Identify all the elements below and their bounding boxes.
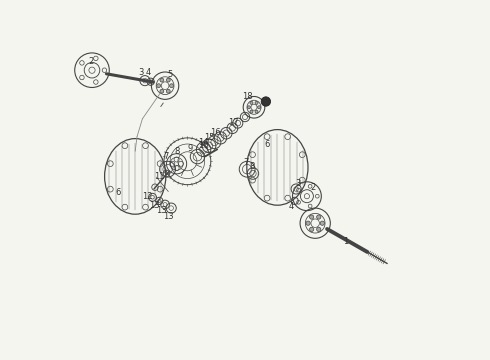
Circle shape (317, 215, 321, 219)
Text: 6: 6 (264, 140, 270, 149)
Text: 8: 8 (249, 162, 255, 171)
Circle shape (261, 97, 270, 106)
Text: 8: 8 (174, 147, 179, 156)
Text: 12: 12 (142, 192, 152, 201)
Circle shape (317, 227, 321, 231)
Circle shape (310, 215, 314, 219)
Circle shape (250, 102, 253, 104)
Text: 5: 5 (168, 71, 173, 80)
Text: 4: 4 (146, 68, 151, 77)
Text: 1: 1 (343, 237, 348, 246)
Text: 3: 3 (295, 179, 301, 188)
Circle shape (310, 227, 314, 231)
Text: 13: 13 (163, 212, 174, 220)
Text: 3: 3 (139, 68, 144, 77)
Circle shape (306, 221, 310, 225)
Circle shape (170, 84, 173, 87)
Circle shape (250, 110, 253, 113)
Text: 9: 9 (188, 144, 193, 153)
Circle shape (247, 106, 250, 109)
Text: 13: 13 (149, 201, 160, 210)
Text: 6: 6 (116, 188, 121, 197)
Text: 2: 2 (310, 183, 315, 192)
Circle shape (320, 221, 324, 225)
Circle shape (167, 78, 170, 82)
Circle shape (167, 89, 170, 93)
Circle shape (258, 106, 261, 109)
Text: 11: 11 (154, 172, 165, 181)
Text: 7: 7 (243, 158, 248, 166)
Circle shape (255, 110, 258, 113)
Text: 10: 10 (198, 141, 209, 150)
Text: 4: 4 (289, 202, 294, 211)
Circle shape (160, 78, 164, 82)
Text: 17: 17 (228, 118, 239, 127)
Text: 14: 14 (198, 138, 209, 147)
Text: 7: 7 (164, 152, 169, 161)
Circle shape (157, 84, 161, 87)
Circle shape (255, 102, 258, 104)
Circle shape (160, 89, 164, 93)
Text: 16: 16 (210, 128, 221, 137)
Text: 18: 18 (243, 92, 253, 101)
Text: 2: 2 (88, 57, 94, 66)
Text: 13: 13 (156, 206, 167, 215)
Text: 15: 15 (204, 133, 214, 142)
